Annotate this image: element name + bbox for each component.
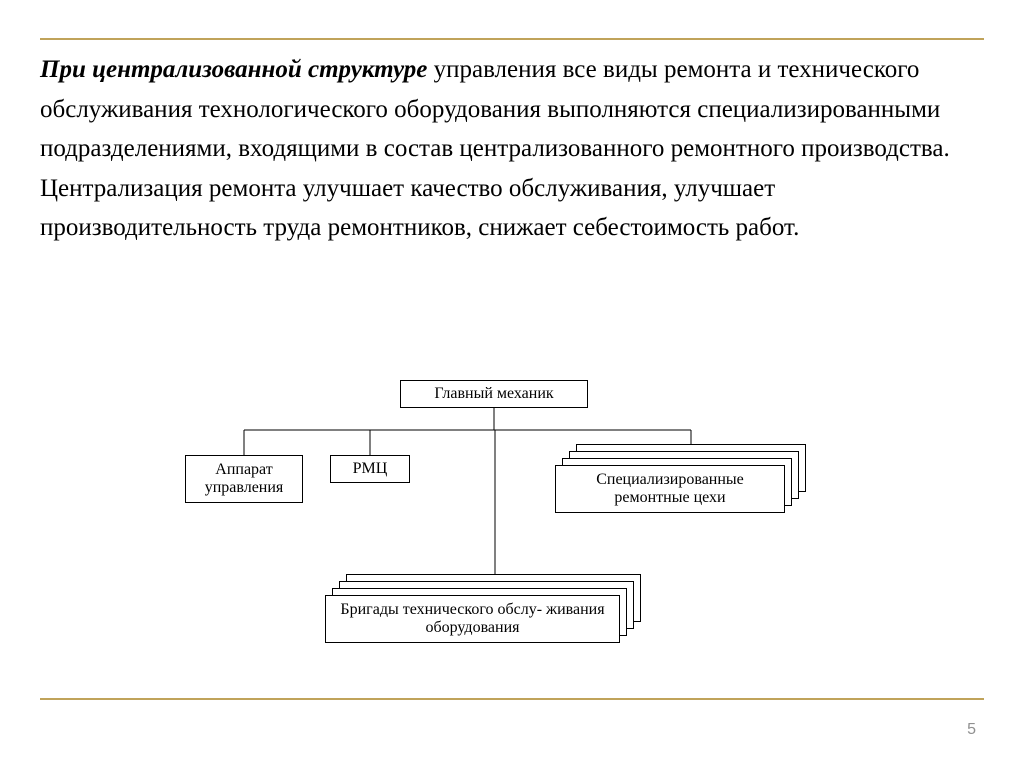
- lead-phrase: При централизованной структуре: [40, 56, 427, 83]
- paragraph-block: При централизованной структуре управлени…: [40, 50, 964, 248]
- node-spec: Специализированные ремонтные цехи: [555, 465, 785, 513]
- page-number: 5: [967, 721, 976, 739]
- node-root: Главный механик: [400, 380, 588, 408]
- node-brigade: Бригады технического обслу- живания обор…: [325, 595, 620, 643]
- paragraph-rest: управления все виды ремонта и техническо…: [40, 56, 950, 241]
- top-rule: [40, 38, 984, 40]
- node-apparat: Аппарат управления: [185, 455, 303, 503]
- org-chart: Главный механик Аппарат управления РМЦ Спец…: [185, 380, 855, 670]
- node-rmc: РМЦ: [330, 455, 410, 483]
- slide: При централизованной структуре управлени…: [0, 0, 1024, 767]
- bottom-rule: [40, 698, 984, 700]
